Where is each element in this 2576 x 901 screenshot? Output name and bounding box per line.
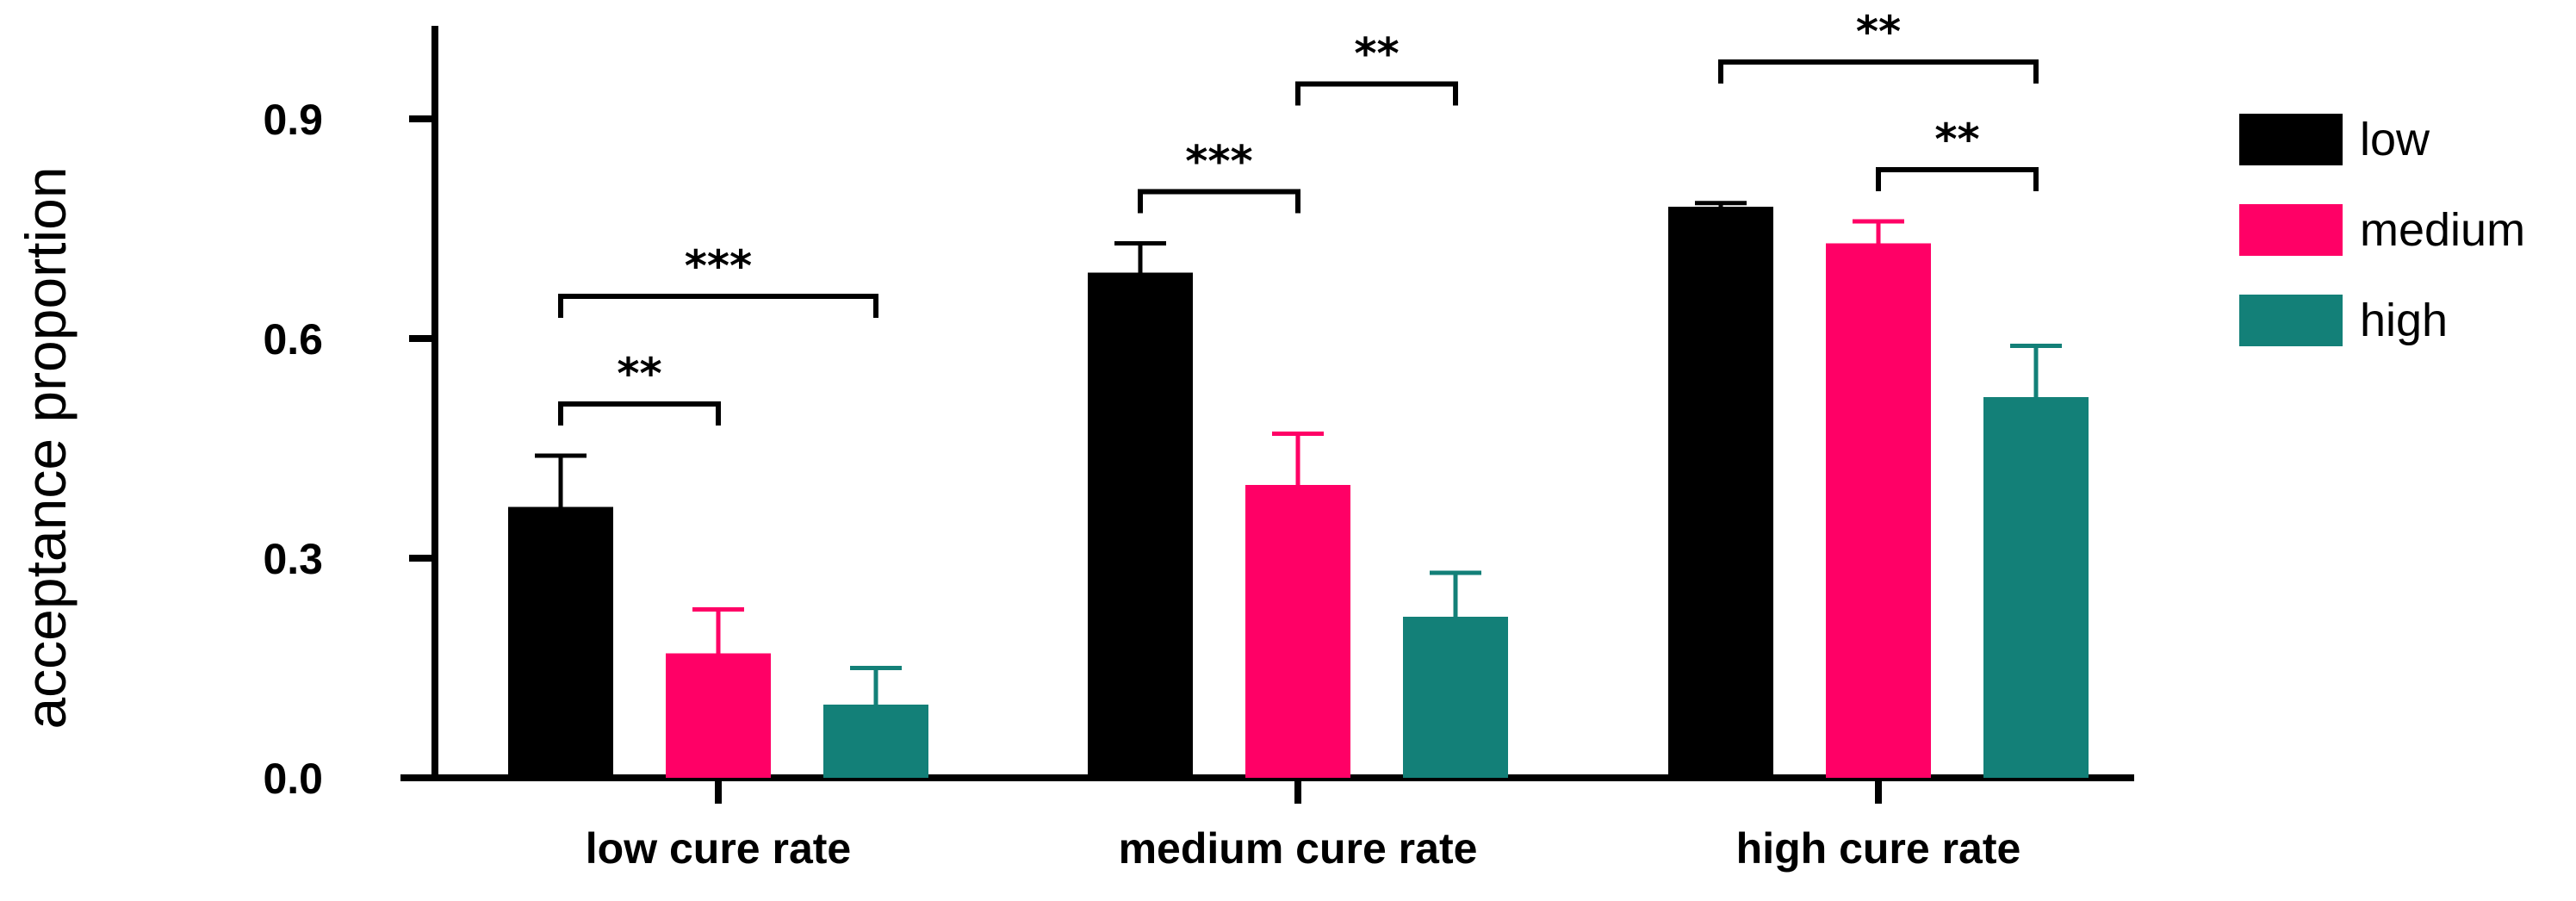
x-tick-label: high cure rate: [1736, 824, 2021, 873]
legend-swatch: [2239, 114, 2343, 165]
bar: [1826, 243, 1931, 778]
significance-label: **: [1856, 7, 1901, 57]
y-tick-label: 0.9: [263, 96, 323, 144]
y-tick-label: 0.3: [263, 535, 323, 583]
significance-label: ***: [1185, 137, 1252, 187]
legend-swatch: [2239, 204, 2343, 256]
bars: [508, 201, 2089, 778]
significance-bracket: [1295, 81, 1458, 106]
bar: [823, 705, 928, 778]
bar: [1088, 272, 1193, 778]
significance-bracket: [558, 294, 878, 318]
y-axis-label: acceptance proportion: [14, 166, 78, 729]
legend-label: medium: [2360, 204, 2525, 256]
y-tick-label: 0.6: [263, 315, 323, 364]
bar: [666, 653, 771, 778]
legend-label: high: [2360, 295, 2448, 346]
legend-label: low: [2360, 114, 2430, 165]
significance-bracket: [1876, 167, 2039, 191]
significance-label: **: [1354, 29, 1399, 79]
significance-brackets: *****************: [558, 7, 2039, 426]
bar: [1403, 617, 1508, 778]
bar: [1245, 485, 1350, 778]
y-tick-label: 0.0: [263, 755, 323, 803]
significance-label: **: [617, 349, 661, 399]
significance-bracket: [558, 401, 721, 426]
significance-label: ***: [685, 241, 752, 291]
significance-label: **: [1934, 115, 1979, 165]
bar: [1668, 207, 1773, 778]
bar: [1983, 397, 2089, 778]
significance-bracket: [1138, 189, 1300, 214]
x-tick-label: medium cure rate: [1119, 824, 1478, 873]
legend: low medium high: [2239, 114, 2525, 346]
significance-bracket: [1718, 59, 2039, 84]
x-tick-label: low cure rate: [586, 824, 851, 873]
legend-swatch: [2239, 295, 2343, 346]
bar: [508, 506, 613, 778]
